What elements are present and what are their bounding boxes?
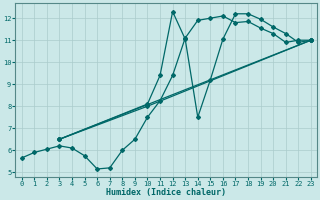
X-axis label: Humidex (Indice chaleur): Humidex (Indice chaleur) — [106, 188, 226, 197]
